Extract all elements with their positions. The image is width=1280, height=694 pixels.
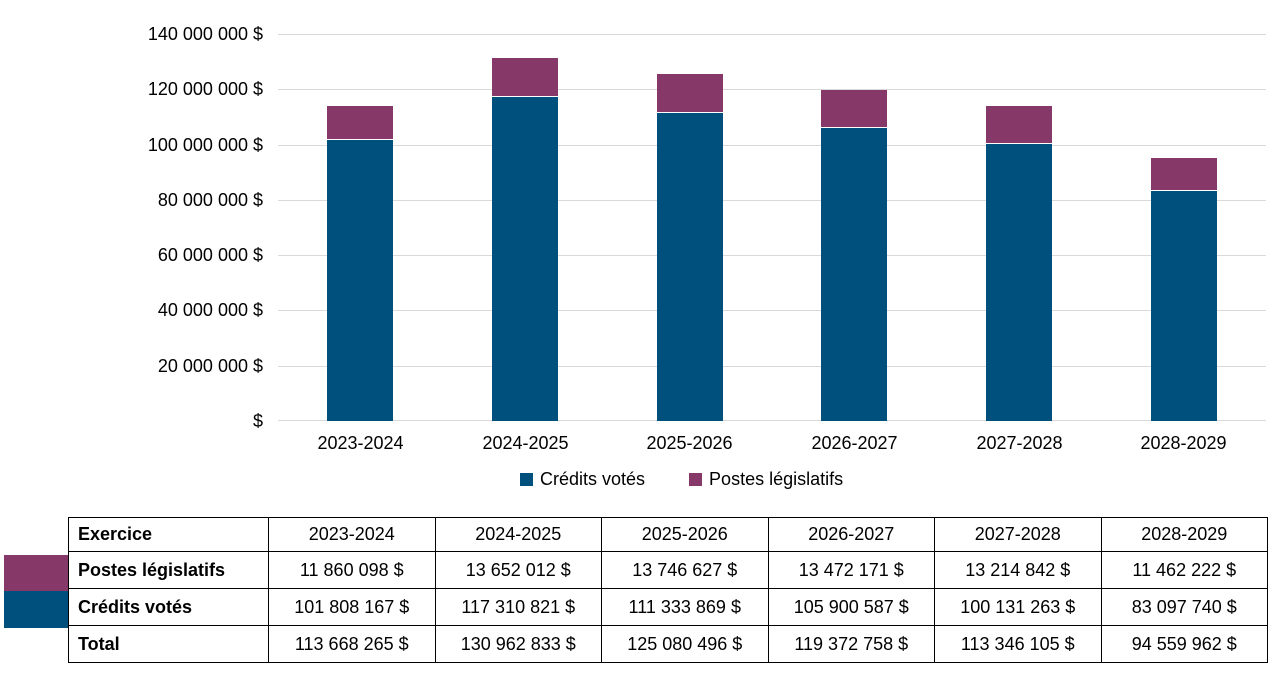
table-value-cell: 105 900 587 $ bbox=[767, 588, 935, 626]
gridline bbox=[278, 255, 1266, 256]
table-value-cell: 125 080 496 $ bbox=[601, 625, 769, 663]
y-axis-tick-label: 20 000 000 $ bbox=[157, 356, 263, 376]
gridline bbox=[278, 366, 1266, 367]
table-row-label: Postes législatifs bbox=[68, 551, 269, 589]
bar-segment-credits-votes bbox=[986, 144, 1052, 421]
gridline bbox=[278, 89, 1266, 90]
table-value-cell: 11 860 098 $ bbox=[268, 551, 436, 589]
table-value-cell: 11 462 222 $ bbox=[1100, 551, 1268, 589]
bar-segment-postes-legislatifs bbox=[1151, 158, 1217, 191]
data-table: Exercice 2023-2024 2024-2025 2025-2026 2026-… bbox=[68, 517, 1268, 663]
table-row: Crédits votés 101 808 167 $117 310 821 $1… bbox=[68, 588, 1268, 626]
table-value-cell: 13 214 842 $ bbox=[934, 551, 1102, 589]
gridline bbox=[278, 420, 1266, 421]
table-row-label: Crédits votés bbox=[68, 588, 269, 626]
table-header-year: 2025-2026 bbox=[601, 517, 769, 552]
bar-segment-credits-votes bbox=[327, 140, 393, 421]
table-row: Total 113 668 265 $130 962 833 $125 080 4… bbox=[68, 625, 1268, 663]
bar-segment-postes-legislatifs bbox=[492, 58, 558, 97]
table-row: Postes législatifs 11 860 098 $13 652 012… bbox=[68, 551, 1268, 589]
table-value-cell: 117 310 821 $ bbox=[434, 588, 602, 626]
table-value-cell: 113 346 105 $ bbox=[934, 625, 1102, 663]
postes-legislatifs-color-swatch bbox=[4, 555, 68, 591]
bar-segment-credits-votes bbox=[821, 128, 887, 421]
table-value-cell: 13 746 627 $ bbox=[601, 551, 769, 589]
x-axis-category-label: 2025-2026 bbox=[646, 433, 733, 453]
table-header-exercice: Exercice bbox=[68, 517, 269, 552]
x-axis-category-label: 2024-2025 bbox=[482, 433, 569, 453]
bar-segment-credits-votes bbox=[1151, 191, 1217, 421]
table-value-cell: 13 472 171 $ bbox=[767, 551, 935, 589]
table-value-cell: 119 372 758 $ bbox=[767, 625, 935, 663]
y-axis-tick-label: 140 000 000 $ bbox=[147, 24, 263, 44]
legend-item: Postes législatifs bbox=[689, 469, 843, 490]
gridline bbox=[278, 145, 1266, 146]
table-value-cell: 101 808 167 $ bbox=[268, 588, 436, 626]
chart-legend: Crédits votés Postes législatifs bbox=[520, 469, 843, 490]
table-header-year: 2028-2029 bbox=[1100, 517, 1268, 552]
table-value-cell: 100 131 263 $ bbox=[934, 588, 1102, 626]
bar-segment-postes-legislatifs bbox=[657, 74, 723, 113]
legend-item: Crédits votés bbox=[520, 469, 645, 490]
legend-label: Crédits votés bbox=[540, 469, 646, 489]
table-header-year: 2024-2025 bbox=[434, 517, 602, 552]
bar-segment-credits-votes bbox=[492, 97, 558, 421]
x-axis-category-label: 2023-2024 bbox=[317, 433, 404, 453]
y-axis-tick-label: 60 000 000 $ bbox=[157, 245, 263, 265]
x-axis-category-label: 2027-2028 bbox=[976, 433, 1063, 453]
y-axis-tick-label: 100 000 000 $ bbox=[147, 135, 263, 155]
gridline bbox=[278, 200, 1266, 201]
credits-votes-color-swatch bbox=[4, 591, 68, 628]
legend-label: Postes législatifs bbox=[709, 469, 844, 489]
table-value-cell: 113 668 265 $ bbox=[268, 625, 436, 663]
table-value-cell: 111 333 869 $ bbox=[601, 588, 769, 626]
bar-segment-postes-legislatifs bbox=[821, 90, 887, 128]
table-value-cell: 83 097 740 $ bbox=[1100, 588, 1268, 626]
y-axis-tick-label: 80 000 000 $ bbox=[157, 190, 263, 210]
gridline bbox=[278, 310, 1266, 311]
x-axis-category-label: 2028-2029 bbox=[1140, 433, 1227, 453]
table-header-year: 2026-2027 bbox=[767, 517, 935, 552]
y-axis-tick-label: 40 000 000 $ bbox=[157, 300, 263, 320]
table-row-label: Total bbox=[68, 625, 269, 663]
table-value-cell: 94 559 962 $ bbox=[1100, 625, 1268, 663]
plot-area: 2023-2024 2024-2025 2025-2026 2026-2027 2027… bbox=[278, 34, 1266, 453]
table-value-cell: 130 962 833 $ bbox=[434, 625, 602, 663]
table-value-cell: 13 652 012 $ bbox=[434, 551, 602, 589]
legend-swatch-icon bbox=[689, 473, 703, 486]
legend-swatch-icon bbox=[520, 473, 533, 486]
table-header-year: 2027-2028 bbox=[934, 517, 1102, 552]
table-header-year: 2023-2024 bbox=[268, 517, 436, 552]
gridline bbox=[278, 34, 1266, 35]
table-header-row: Exercice 2023-2024 2024-2025 2025-2026 2026-… bbox=[68, 517, 1268, 552]
bar-segment-postes-legislatifs bbox=[986, 106, 1052, 144]
y-axis-tick-label: 120 000 000 $ bbox=[147, 79, 263, 99]
x-axis-category-label: 2026-2027 bbox=[811, 433, 898, 453]
bar-segment-postes-legislatifs bbox=[327, 106, 393, 140]
y-axis-tick-label: $ bbox=[252, 411, 263, 431]
bar-segment-credits-votes bbox=[657, 113, 723, 421]
